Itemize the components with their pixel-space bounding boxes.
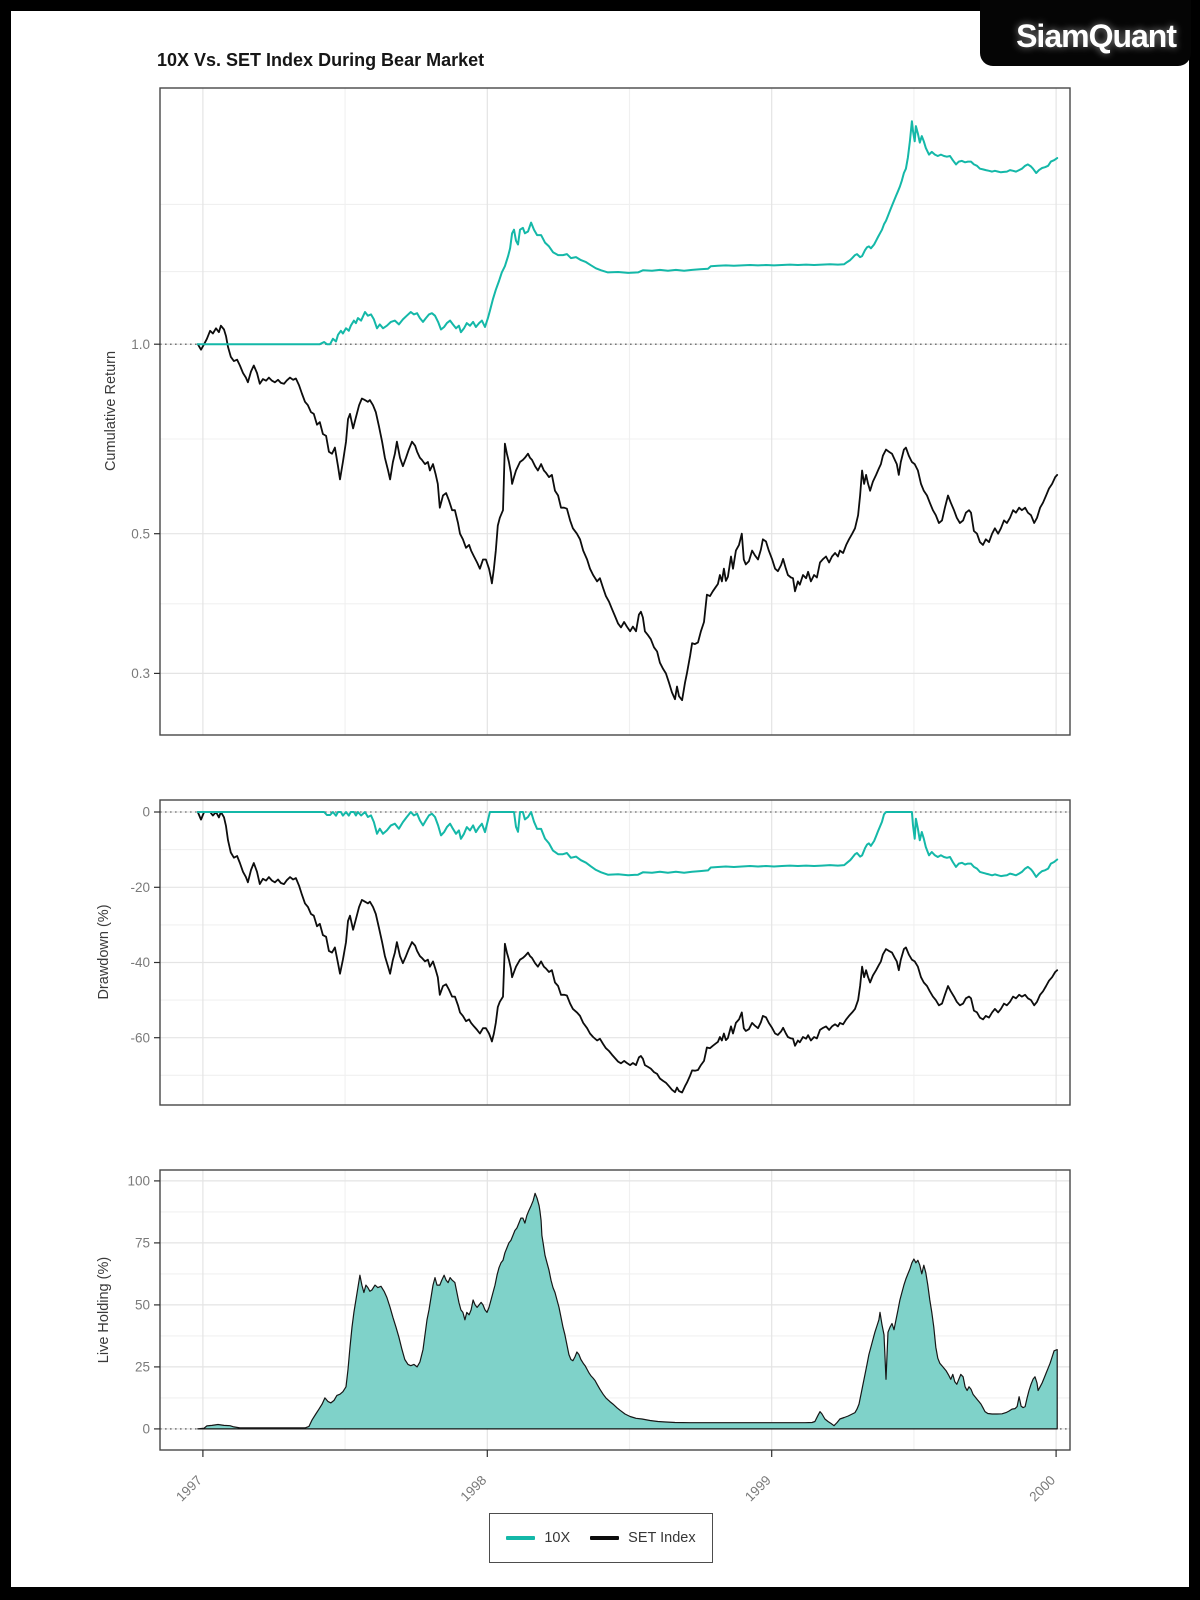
x-tick-label: 1999 [742,1473,774,1505]
y-tick-label: -60 [130,1030,150,1045]
y-tick-label: 1.0 [131,337,150,352]
x-tick-label: 1998 [458,1473,490,1505]
legend-item-set-index: SET Index [590,1530,696,1546]
x-axis: 1997 1998 1999 2000 [173,1450,1058,1504]
x-tick-label: 1997 [173,1473,205,1505]
y-tick-label: 100 [127,1174,150,1189]
legend-swatch-set-index-line-icon [590,1536,620,1540]
panel-border [159,1169,1071,1451]
panel-border [159,87,1071,736]
y-tick-label: 75 [135,1236,150,1251]
series-line-10x [196,120,1059,346]
legend-label-set-index: SET Index [628,1530,696,1546]
y-tick-label: 25 [135,1360,150,1375]
y-tick-label: 0 [142,1422,150,1437]
y-tick-label: 50 [135,1298,150,1313]
legend-item-10x: 10X [506,1530,570,1546]
series-line-10x [196,811,1059,878]
x-tick-label: 2000 [1026,1473,1058,1505]
y-tick-label: 0.3 [131,666,150,681]
y-tick-label: 0 [142,805,150,820]
panel-cumulative-return: 1.0 0.5 0.3 [131,87,1071,736]
y-axis-title-drawdown: Drawdown (%) [96,904,112,1000]
chart-legend: 10X SET Index [489,1513,713,1563]
legend-swatch-10x-line-icon [506,1536,536,1540]
panel-border [159,799,1071,1106]
y-axis-title-live-holding: Live Holding (%) [96,1256,112,1364]
y-tick-label: 0.5 [131,526,150,541]
legend-label-10x: 10X [544,1530,571,1546]
siamquant-logo: SiamQuant [980,0,1191,66]
siamquant-logo-text: SiamQuant [1016,17,1177,54]
panel-drawdown: 0 -20 -40 -60 [130,799,1071,1106]
y-tick-label: -20 [130,880,150,895]
y-axis-title-cumulative-return: Cumulative Return [103,350,119,472]
series-area-10x-live-holding [197,1192,1058,1430]
series-line-set-index [196,324,1059,702]
panel-live-holding: 100 75 50 25 0 [127,1169,1071,1451]
y-tick-label: -40 [130,955,150,970]
series-line-set-index [196,811,1059,1094]
chart-title: 10X Vs. SET Index During Bear Market [157,50,485,70]
